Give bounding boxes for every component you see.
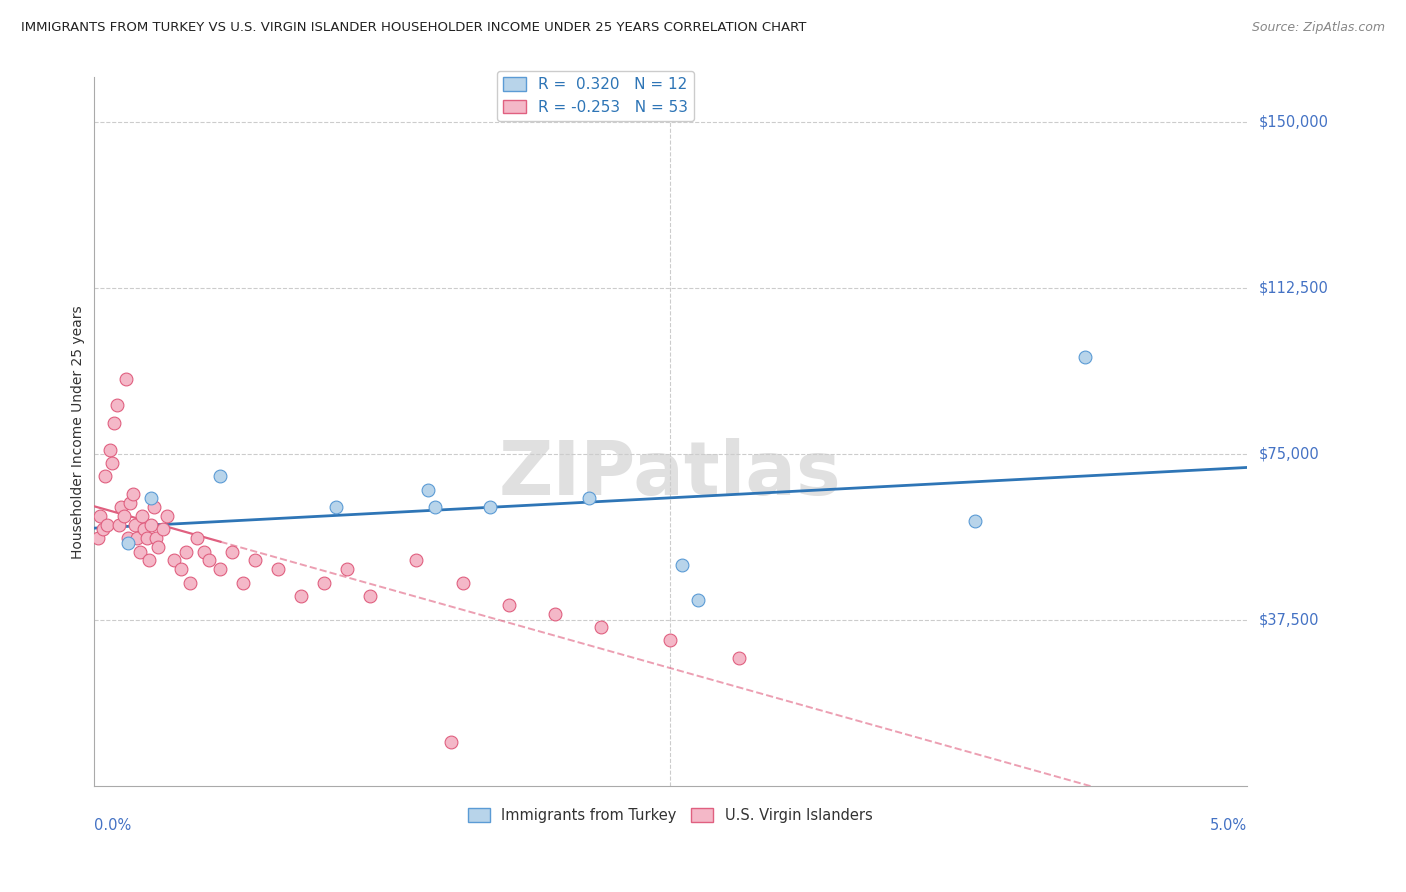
- Point: [416, 483, 439, 497]
- Point: [105, 398, 128, 412]
- Point: [209, 469, 232, 483]
- Point: [174, 544, 197, 558]
- Point: [267, 562, 290, 576]
- Point: [589, 620, 612, 634]
- Point: [186, 532, 208, 546]
- Point: [209, 562, 232, 576]
- Point: [115, 372, 138, 386]
- Point: [170, 562, 193, 576]
- Point: [141, 518, 163, 533]
- Text: IMMIGRANTS FROM TURKEY VS U.S. VIRGIN ISLANDER HOUSEHOLDER INCOME UNDER 25 YEARS: IMMIGRANTS FROM TURKEY VS U.S. VIRGIN IS…: [21, 21, 807, 34]
- Point: [91, 523, 114, 537]
- Point: [142, 500, 165, 515]
- Point: [290, 589, 312, 603]
- Point: [110, 500, 132, 515]
- Point: [963, 514, 986, 528]
- Point: [127, 532, 149, 546]
- Point: [325, 500, 347, 515]
- Point: [479, 500, 502, 515]
- Point: [112, 509, 135, 524]
- Point: [544, 607, 567, 621]
- Point: [156, 509, 179, 524]
- Point: [134, 523, 156, 537]
- Point: [498, 598, 520, 612]
- Point: [103, 416, 125, 430]
- Point: [232, 575, 254, 590]
- Point: [578, 491, 600, 506]
- Point: [117, 535, 139, 549]
- Point: [98, 442, 121, 457]
- Point: [145, 532, 167, 546]
- Point: [686, 593, 709, 607]
- Text: 0.0%: 0.0%: [94, 818, 131, 833]
- Point: [1074, 350, 1097, 364]
- Point: [128, 544, 150, 558]
- Point: [96, 518, 118, 533]
- Point: [314, 575, 336, 590]
- Point: [120, 496, 142, 510]
- Point: [121, 487, 143, 501]
- Point: [138, 553, 160, 567]
- Point: [198, 553, 221, 567]
- Point: [131, 509, 153, 524]
- Text: $37,500: $37,500: [1258, 613, 1319, 628]
- Point: [336, 562, 359, 576]
- Point: [423, 500, 446, 515]
- Point: [124, 518, 146, 533]
- Point: [87, 532, 110, 546]
- Point: [179, 575, 201, 590]
- Point: [243, 553, 266, 567]
- Point: [146, 540, 169, 554]
- Point: [659, 633, 682, 648]
- Point: [163, 553, 186, 567]
- Point: [221, 544, 243, 558]
- Point: [440, 735, 463, 749]
- Text: ZIPatlas: ZIPatlas: [499, 438, 842, 511]
- Text: $75,000: $75,000: [1258, 447, 1319, 462]
- Point: [141, 491, 163, 506]
- Point: [152, 523, 174, 537]
- Text: 5.0%: 5.0%: [1209, 818, 1247, 833]
- Point: [94, 469, 117, 483]
- Point: [117, 532, 139, 546]
- Point: [405, 553, 427, 567]
- Point: [101, 456, 124, 470]
- Legend: Immigrants from Turkey, U.S. Virgin Islanders: Immigrants from Turkey, U.S. Virgin Isla…: [463, 802, 879, 829]
- Y-axis label: Householder Income Under 25 years: Householder Income Under 25 years: [72, 305, 86, 558]
- Point: [451, 575, 474, 590]
- Point: [135, 532, 157, 546]
- Point: [359, 589, 381, 603]
- Point: [671, 558, 693, 572]
- Point: [89, 509, 111, 524]
- Point: [193, 544, 215, 558]
- Text: $112,500: $112,500: [1258, 280, 1329, 295]
- Text: $150,000: $150,000: [1258, 114, 1329, 129]
- Point: [108, 518, 131, 533]
- Text: Source: ZipAtlas.com: Source: ZipAtlas.com: [1251, 21, 1385, 34]
- Point: [728, 651, 751, 665]
